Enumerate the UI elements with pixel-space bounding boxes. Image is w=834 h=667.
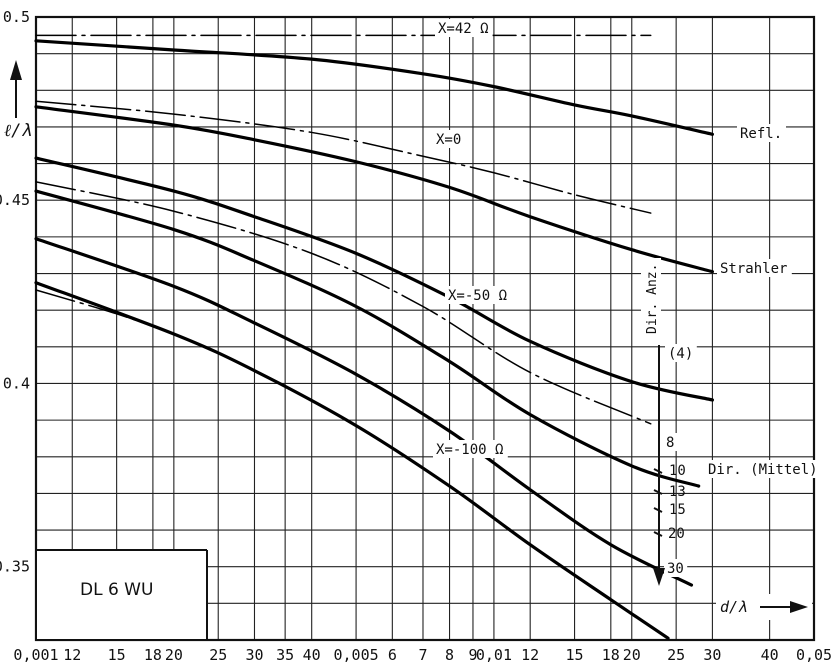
x-tick-label: 0,01 [476, 646, 512, 664]
side-scale-arrow-head [653, 568, 665, 586]
side-scale-label: Dir. Anz. [645, 264, 660, 334]
x-tick-label: 35 [276, 646, 294, 664]
y-tick-label: 0.5 [3, 8, 30, 26]
side-tick-mark [653, 531, 663, 537]
series-label-bg [663, 433, 678, 451]
series-label: Strahler [720, 261, 787, 277]
x-tick-label: 0,005 [333, 646, 378, 664]
series-label-bg [435, 19, 493, 37]
x-tick-label: 7 [418, 646, 427, 664]
x-tick-label: 15 [566, 646, 584, 664]
x-tick-label: 40 [303, 646, 321, 664]
chart-title: DL 6 WU [80, 580, 153, 600]
series-label-bg [665, 344, 697, 362]
y-axis-label: ℓ/λ [4, 121, 32, 141]
series-line [35, 100, 652, 214]
series-label-bg [717, 259, 792, 277]
series-label-bg [737, 124, 786, 142]
x-tick-label: 30 [245, 646, 263, 664]
x-tick-label: 12 [521, 646, 539, 664]
series-line [34, 189, 701, 488]
series-line [34, 237, 694, 587]
x-axis-label: d/λ [720, 598, 747, 616]
x-tick-label: 30 [703, 646, 721, 664]
x-tick-label: 0,001 [13, 646, 58, 664]
x-tick-label: 20 [165, 646, 183, 664]
x-tick-label: 25 [209, 646, 227, 664]
series-label: 30 [667, 561, 684, 577]
series-label: X=-50 Ω [448, 288, 507, 304]
x-tick-label: 12 [63, 646, 81, 664]
series-label-bg [705, 460, 823, 478]
side-tick-mark [653, 489, 663, 495]
x-tick-labels: 0,001 12 15 18 20 25 30 35 40 0,005 6 7 8 90,01 12 15 18… [13, 646, 832, 664]
series-labels: Refl. X=42 Ω Strahler X=0 (4) X=-50 Ω 8 Dir. (M… [433, 19, 823, 577]
side-tick-label: 13 [669, 484, 686, 500]
x-axis-arrow-head [790, 601, 808, 613]
x-tick-label: 8 [445, 646, 454, 664]
series-line [34, 105, 715, 274]
series-line [34, 156, 715, 402]
plot-frame [34, 15, 816, 642]
y-axis-arrow-head [10, 60, 22, 80]
series-layer [34, 34, 715, 640]
x-tick-label: 25 [667, 646, 685, 664]
x-tick-label: 40 [761, 646, 779, 664]
side-tick-label: 15 [669, 502, 686, 518]
series-label: X=42 Ω [438, 21, 489, 37]
side-tick-mark [653, 468, 663, 474]
series-label: (4) [668, 346, 693, 362]
y-tick-labels: 0.5 0.45 0.4 0.35 [0, 8, 30, 576]
y-tick-label: 0.4 [3, 374, 30, 392]
series-label-bg [445, 286, 512, 304]
side-scale-ticks: 10 13 15 20 [653, 463, 686, 542]
y-axis-label-group: ℓ/λ [4, 60, 32, 141]
series-label-bg [433, 440, 508, 458]
series-label: Dir. (Mittel) [708, 462, 818, 478]
y-tick-label: 0.35 [0, 558, 30, 576]
series-line [35, 289, 175, 335]
series-label: Refl. [740, 126, 782, 142]
x-tick-label: 20 [623, 646, 641, 664]
series-line [35, 181, 652, 425]
title-box: DL 6 WU [36, 549, 208, 640]
x-tick-label: 9 [468, 646, 477, 664]
x-tick-label: 18 [144, 646, 162, 664]
x-axis-label-group: d/λ [716, 594, 812, 620]
side-tick-mark [653, 507, 663, 513]
y-tick-label: 0.45 [0, 191, 30, 209]
x-tick-label: 6 [388, 646, 397, 664]
side-tick-label: 20 [668, 526, 685, 542]
series-label-bg [664, 559, 688, 577]
series-label-bg [433, 130, 465, 148]
x-tick-label: 0,05 [796, 646, 832, 664]
vertical-gridlines [35, 17, 815, 640]
series-line [34, 39, 715, 136]
side-tick-label: 10 [669, 463, 686, 479]
x-tick-label: 15 [108, 646, 126, 664]
series-label: 8 [666, 435, 674, 451]
x-tick-label: 18 [602, 646, 620, 664]
series-label: X=0 [436, 132, 461, 148]
series-label: X=-100 Ω [436, 442, 503, 458]
